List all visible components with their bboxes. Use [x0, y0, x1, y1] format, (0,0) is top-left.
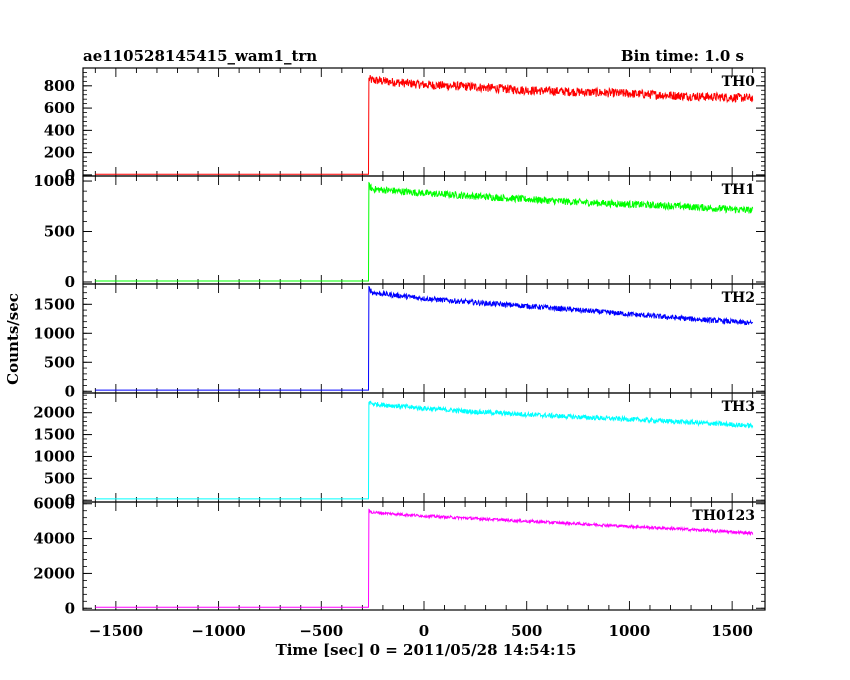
y-tick-label: 500 [44, 469, 75, 487]
series-line-th2 [95, 285, 754, 391]
series-line-th0123 [95, 508, 754, 608]
y-tick-label: 400 [44, 121, 75, 139]
x-tick-label: 1000 [609, 622, 651, 640]
panel-label: TH2 [722, 290, 755, 306]
chart-title: ae110528145415_wam1_trn [83, 47, 317, 65]
y-tick-label: 1500 [33, 426, 75, 444]
y-tick-label: 200 [44, 144, 75, 162]
bin-time-label: Bin time: 1.0 s [621, 47, 744, 65]
y-tick-label: 500 [44, 223, 75, 241]
y-tick-label: 2000 [33, 564, 75, 582]
x-tick-label: −1000 [191, 622, 245, 640]
panel-frame [82, 501, 766, 611]
y-tick-label: 0 [65, 491, 75, 509]
y-tick-label: 0 [65, 382, 75, 400]
y-tick-label: 0 [65, 166, 75, 184]
panel-label: TH3 [722, 399, 755, 415]
series-line-th1 [95, 181, 754, 282]
panel-th3: 0 500 1000 1500 2000 TH3 [33, 392, 766, 509]
x-tick-label: −500 [299, 622, 343, 640]
x-tick-label: 0 [419, 622, 429, 640]
y-tick-label: 0 [65, 273, 75, 291]
y-tick-label: 1000 [33, 172, 75, 190]
x-axis: −1500 −1000 −500 0 500 1000 1500 [89, 622, 753, 640]
panel-th0: 0 200 400 600 800 TH0 [44, 67, 766, 184]
y-tick-label: 0 [65, 599, 75, 617]
y-tick-label: 500 [44, 353, 75, 371]
x-tick-label: 1500 [711, 622, 753, 640]
y-tick-label: 2000 [33, 404, 75, 422]
x-tick-label: 500 [511, 622, 542, 640]
panel-th0123: 0 2000 4000 6000 TH0123 [33, 495, 766, 617]
panel-label: TH0 [722, 74, 756, 90]
x-tick-label: −1500 [89, 622, 143, 640]
y-tick-label: 4000 [33, 530, 75, 548]
y-tick-label: 6000 [33, 495, 75, 513]
panels-group: 0 200 400 600 800 TH0 0 500 1000 TH1 0 500 1000 1500 T… [33, 67, 766, 617]
series-line-th0 [95, 75, 754, 175]
series-line-th3 [95, 400, 754, 500]
panel-th1: 0 500 1000 TH1 [33, 172, 766, 291]
y-tick-label: 1000 [33, 447, 75, 465]
y-axis-label: Counts/sec [4, 293, 22, 385]
y-tick-label: 1500 [33, 295, 75, 313]
y-tick-label: 1000 [33, 324, 75, 342]
panel-frame [82, 175, 766, 285]
panel-label: TH1 [722, 182, 755, 198]
x-axis-label: Time [sec] 0 = 2011/05/28 14:54:15 [276, 641, 577, 659]
y-tick-label: 800 [44, 77, 75, 95]
panel-label: TH0123 [692, 508, 755, 524]
panel-th2: 0 500 1000 1500 TH2 [33, 283, 766, 400]
y-tick-label: 600 [44, 99, 75, 117]
